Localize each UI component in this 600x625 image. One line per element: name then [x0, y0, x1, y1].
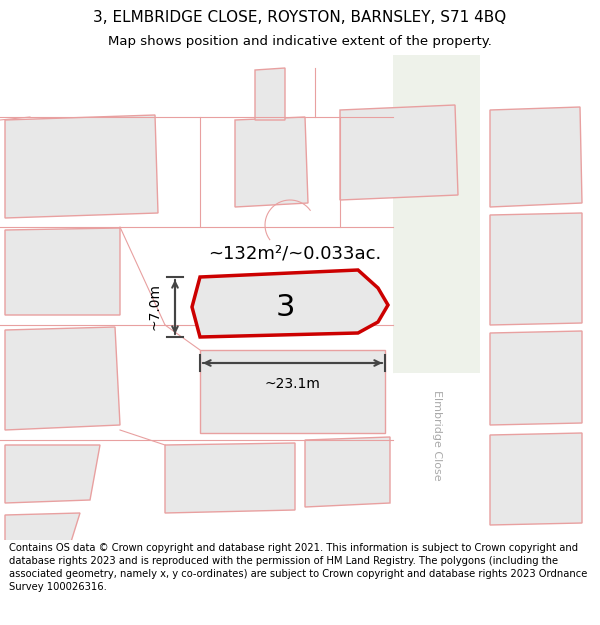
Text: Elmbridge Close: Elmbridge Close [432, 390, 442, 480]
Polygon shape [5, 228, 120, 315]
Text: ~132m²/~0.033ac.: ~132m²/~0.033ac. [208, 244, 382, 262]
Polygon shape [200, 350, 385, 433]
FancyBboxPatch shape [393, 55, 480, 540]
Text: ~23.1m: ~23.1m [264, 377, 320, 391]
Polygon shape [235, 117, 308, 207]
Text: 3: 3 [275, 292, 295, 321]
Text: ~7.0m: ~7.0m [148, 284, 162, 331]
Polygon shape [5, 327, 120, 430]
Polygon shape [490, 107, 582, 207]
Polygon shape [490, 331, 582, 425]
FancyBboxPatch shape [383, 373, 492, 552]
Polygon shape [255, 68, 285, 120]
Polygon shape [5, 513, 80, 545]
Polygon shape [5, 115, 158, 218]
Text: Map shows position and indicative extent of the property.: Map shows position and indicative extent… [108, 35, 492, 48]
Polygon shape [490, 433, 582, 525]
Text: 3, ELMBRIDGE CLOSE, ROYSTON, BARNSLEY, S71 4BQ: 3, ELMBRIDGE CLOSE, ROYSTON, BARNSLEY, S… [94, 10, 506, 25]
Text: Contains OS data © Crown copyright and database right 2021. This information is : Contains OS data © Crown copyright and d… [9, 542, 587, 592]
Polygon shape [340, 105, 458, 200]
Polygon shape [5, 445, 100, 503]
Polygon shape [305, 437, 390, 507]
Polygon shape [490, 213, 582, 325]
Polygon shape [165, 443, 295, 513]
Polygon shape [192, 270, 388, 337]
